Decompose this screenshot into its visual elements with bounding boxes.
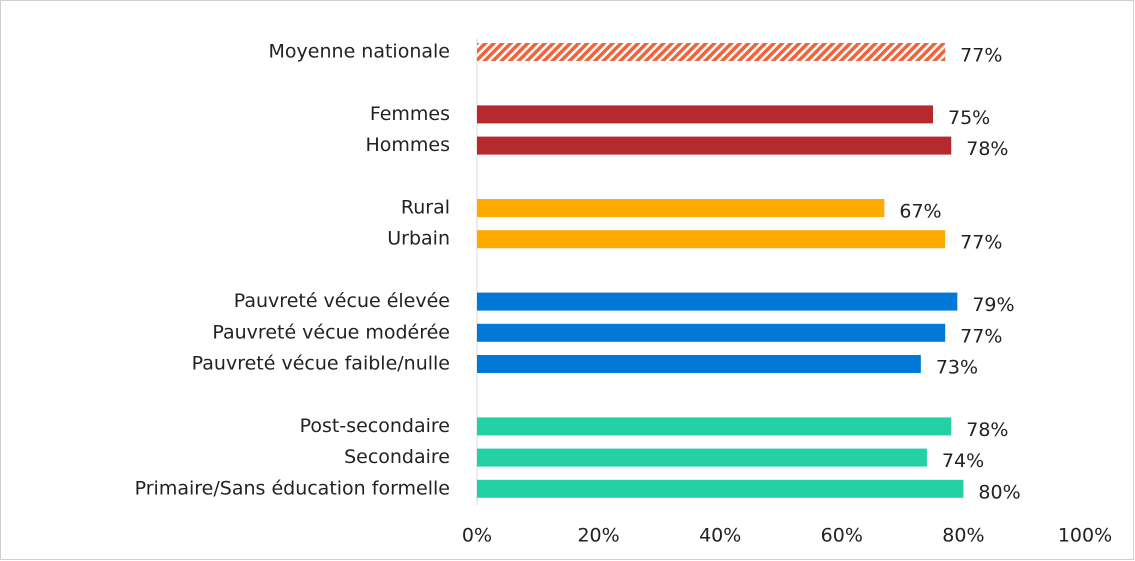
value-label: 79% [972,294,1014,316]
bar [477,417,952,436]
value-label: 67% [899,201,941,223]
x-tick-label: 80% [942,525,984,547]
bar [477,355,921,373]
bar [477,105,933,124]
y-tick-label: Post-secondaire [300,415,450,437]
value-label: 77% [960,325,1002,347]
x-tick-label: 40% [699,525,741,547]
x-tick-label: 100% [1058,525,1112,547]
x-tick-label: 0% [462,525,492,547]
y-tick-label: Pauvreté vécue élevée [234,290,450,312]
y-tick-label: Pauvreté vécue modérée [212,321,450,343]
bar [477,323,946,342]
value-label: 78% [966,419,1008,441]
bar [477,136,952,155]
bar [477,199,885,217]
y-tick-label: Femmes [370,103,450,125]
value-label: 77% [960,232,1002,254]
value-label: 75% [948,107,990,129]
y-tick-label: Rural [401,197,450,219]
y-tick-label: Hommes [365,134,450,156]
value-label: 77% [960,45,1002,67]
bar [477,292,958,311]
y-tick-label: Primaire/Sans éducation formelle [135,477,450,499]
bar [477,479,964,498]
x-tick-label: 20% [577,525,619,547]
value-label: 73% [936,357,978,379]
y-tick-label: Pauvreté vécue faible/nulle [192,353,450,375]
bar [477,43,946,61]
value-label: 78% [966,138,1008,160]
x-tick-label: 60% [821,525,863,547]
bar [477,448,927,467]
bar [477,230,946,249]
y-tick-label: Urbain [387,228,450,250]
y-tick-label: Secondaire [344,446,450,468]
y-tick-label: Moyenne nationale [269,41,450,63]
value-label: 80% [978,481,1020,503]
value-label: 74% [942,450,984,472]
